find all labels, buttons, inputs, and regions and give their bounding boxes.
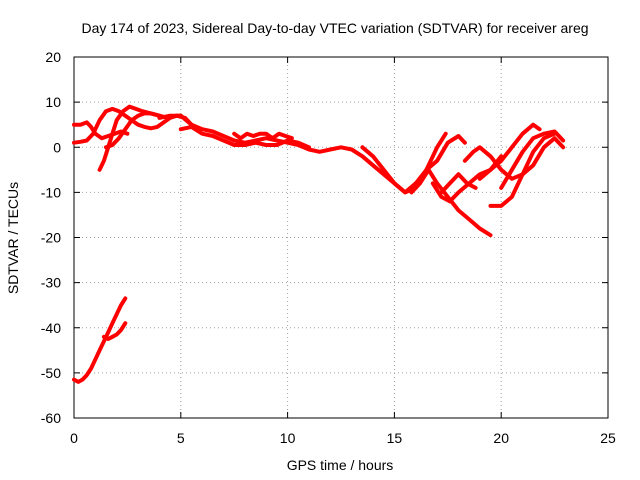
x-tick-label: 10 bbox=[280, 430, 296, 446]
y-tick-label: -10 bbox=[41, 184, 61, 200]
series-group bbox=[72, 104, 566, 384]
series-line-arc-13 bbox=[462, 136, 566, 181]
series-line-arc-17 bbox=[72, 296, 128, 384]
y-tick-label: -40 bbox=[41, 320, 61, 336]
series-line-arc-1 bbox=[72, 106, 183, 145]
series-line-arc-7 bbox=[232, 131, 294, 141]
y-tick-label: -60 bbox=[41, 410, 61, 426]
y-tick-label: 20 bbox=[45, 49, 61, 65]
axis-ticks: 0 5 10 15 20 25 20 10 0 -10 -20 -30 -40 -50 -60 bbox=[41, 49, 616, 446]
series-line-arc-14 bbox=[477, 122, 542, 181]
series-line-arc-18 bbox=[101, 321, 128, 341]
series-line-arc-12 bbox=[439, 172, 478, 195]
x-tick-label: 0 bbox=[70, 430, 78, 446]
series-line-arc-2 bbox=[72, 120, 130, 141]
y-tick-label: -30 bbox=[41, 275, 61, 291]
series-line-arc-9 bbox=[409, 167, 493, 238]
x-tick-label: 20 bbox=[493, 430, 509, 446]
series-line-arc-11 bbox=[430, 154, 504, 204]
chart-title: Day 174 of 2023, Sidereal Day-to-day VTE… bbox=[81, 20, 588, 36]
series-line-arc-6 bbox=[178, 124, 311, 150]
series-line-arc-10 bbox=[413, 134, 467, 186]
x-tick-label: 25 bbox=[600, 430, 616, 446]
y-tick-label: -50 bbox=[41, 365, 61, 381]
series-line-arc-4 bbox=[104, 111, 162, 150]
grid-lines bbox=[74, 57, 608, 418]
x-axis-label: GPS time / hours bbox=[287, 457, 394, 473]
y-tick-label: 10 bbox=[45, 94, 61, 110]
y-axis-label: SDTVAR / TECUs bbox=[5, 182, 21, 294]
series-line-arc-15 bbox=[488, 131, 557, 208]
y-tick-label: -20 bbox=[41, 230, 61, 246]
x-tick-label: 5 bbox=[177, 430, 185, 446]
series-line-arc-5 bbox=[157, 113, 418, 195]
y-tick-label: 0 bbox=[53, 139, 61, 155]
series-line-arc-8 bbox=[360, 131, 448, 195]
x-tick-label: 15 bbox=[387, 430, 403, 446]
series-line-arc-16 bbox=[499, 129, 566, 190]
